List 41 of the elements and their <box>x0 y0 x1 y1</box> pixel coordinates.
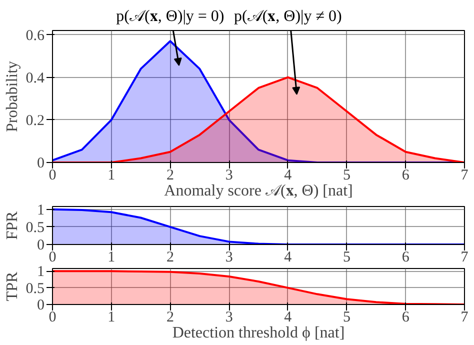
y-tick-label: 1 <box>37 264 44 280</box>
y-axis-title: TPR <box>4 272 21 302</box>
x-tick-label: 0 <box>48 250 56 266</box>
x-tick-label: 7 <box>460 310 469 326</box>
x-tick-label: 2 <box>166 168 174 184</box>
x-tick-label: 5 <box>343 310 351 326</box>
x-tick-label: 7 <box>460 250 469 266</box>
x-tick-label: 3 <box>225 250 233 266</box>
x-axis-title: Anomaly score 𝒜(𝐱, Θ) [nat] <box>164 182 353 200</box>
x-tick-label: 6 <box>402 310 410 326</box>
x-tick-label: 6 <box>402 168 410 184</box>
y-tick-label: 0.5 <box>26 220 44 236</box>
y-axis-title: Probability <box>4 60 21 132</box>
x-tick-label: 5 <box>343 168 351 184</box>
x-tick-label: 6 <box>402 250 410 266</box>
x-tick-label: 1 <box>108 168 116 184</box>
x-tick-label: 1 <box>108 310 116 326</box>
y-tick-label: 0 <box>37 298 44 314</box>
text: p(𝒜(𝐱, Θ)|y ≠ 0) <box>234 8 342 26</box>
y-axis-title: FPR <box>4 210 21 240</box>
x-tick-label: 7 <box>460 168 469 184</box>
x-tick-label: 0 <box>48 310 56 326</box>
x-tick-label: 3 <box>225 168 233 184</box>
x-tick-label: 4 <box>284 250 292 266</box>
y-tick-label: 1 <box>37 202 44 218</box>
y-tick-label: 0.5 <box>26 280 44 297</box>
y-tick-label: 0 <box>37 156 44 172</box>
x-tick-label: 3 <box>225 310 233 326</box>
x-tick-label: 1 <box>108 250 116 266</box>
x-tick-label: 4 <box>284 310 292 326</box>
x-tick-label: 4 <box>284 168 292 184</box>
text: p(𝒜(𝐱, Θ)|y = 0) <box>116 8 224 26</box>
y-tick-label: 0 <box>37 238 44 254</box>
x-axis-title: Detection threshold ϕ [nat] <box>172 324 345 342</box>
x-tick-label: 0 <box>48 168 56 184</box>
y-tick-label: 0.6 <box>26 28 45 44</box>
x-tick-label: 2 <box>166 310 174 326</box>
y-tick-label: 0.4 <box>26 70 45 86</box>
x-tick-label: 2 <box>166 250 174 266</box>
x-tick-label: 5 <box>343 250 351 266</box>
y-tick-label: 0.2 <box>26 112 44 129</box>
